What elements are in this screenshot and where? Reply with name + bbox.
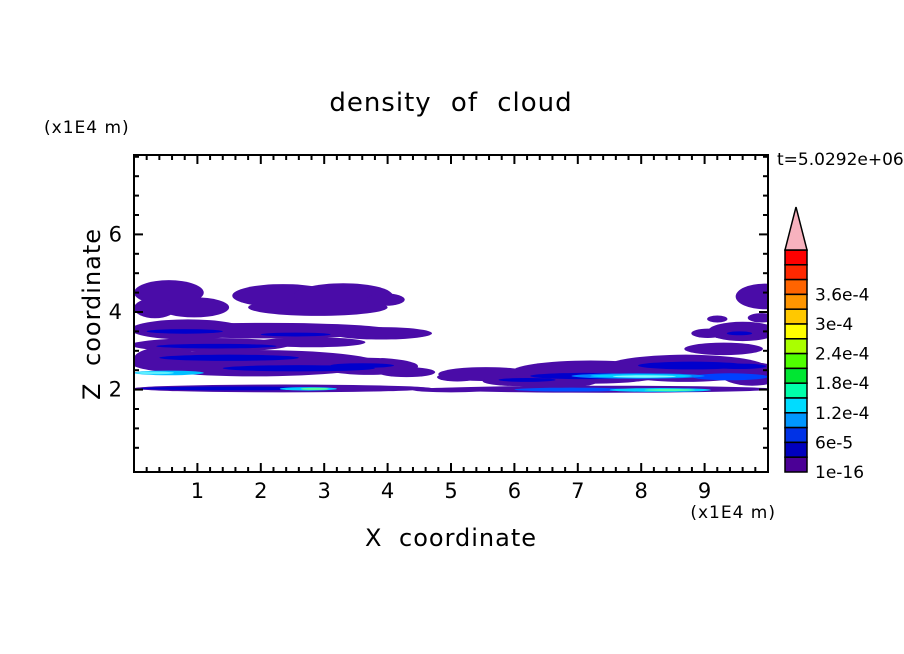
colorbar-segment (784, 308, 808, 325)
x-tick-label: 7 (571, 479, 584, 503)
colorbar: 3.6e-4 3e-4 2.4e-4 1.8e-4 1.2e-4 6e-5 1e-16 (784, 206, 869, 483)
x-tick-label: 6 (508, 479, 521, 503)
x-tick-label: 8 (635, 479, 648, 503)
cloud-contour-blob (644, 388, 696, 392)
plot-border (133, 154, 769, 473)
colorbar-segment (784, 441, 808, 458)
cloud-contour-blob (691, 328, 725, 338)
cloud-contour-blob (134, 298, 176, 319)
colorbar-segment (784, 382, 808, 399)
cloud-contour-blob (684, 342, 763, 356)
cloud-contour-blob (146, 329, 223, 334)
colorbar-tick-label: 1.8e-4 (815, 374, 869, 394)
x-tick-label: 9 (698, 479, 711, 503)
x-tick-label: 4 (381, 479, 394, 503)
colorbar-segment (784, 278, 808, 296)
cloud-contour-blob (437, 372, 478, 382)
colorbar-segment (784, 249, 808, 266)
cloud-contour-blob (248, 298, 388, 316)
z-tick-label: 4 (109, 300, 122, 324)
cloud-contour-blob (514, 387, 629, 392)
cloud-contour-blob (257, 337, 366, 348)
x-tick-label: 5 (444, 479, 457, 503)
time-annotation: t=5.0292e+06 (777, 150, 904, 170)
axes-ticks (134, 155, 768, 472)
cloud-contour-blob (135, 371, 174, 375)
colorbar-tick-label: 3e-4 (815, 315, 853, 335)
colorbar-tick-label: 1.2e-4 (815, 404, 869, 424)
x-axis-title: X coordinate (364, 524, 538, 552)
cloud-contour-blob (159, 297, 230, 318)
z-tick-label: 6 (109, 222, 122, 246)
cloud-contour-blob (260, 332, 331, 337)
cloud-field (134, 280, 768, 393)
z-axis-unit-label: (x1E4 m) (44, 118, 130, 138)
cloud-contour-blob (156, 343, 277, 349)
z-tick-labels: 2 4 6 (109, 222, 122, 401)
cloud-contour-blob (707, 315, 728, 323)
cloud-contour-blob (378, 367, 436, 378)
cloud-contour-blob (712, 363, 767, 370)
x-axis-unit-label: (x1E4 m) (690, 503, 776, 523)
cloud-contour-blob (726, 331, 753, 336)
cloud-contour-blob (330, 327, 432, 340)
colorbar-tick-label: 2.4e-4 (815, 345, 869, 365)
colorbar-segment (784, 412, 808, 429)
colorbar-segment (784, 293, 808, 310)
cloud-contour-blob (498, 377, 556, 382)
x-tick-labels: 1 2 3 4 5 6 7 8 9 (191, 479, 712, 503)
colorbar-segment (784, 397, 808, 414)
cloud-contour-blob (300, 387, 329, 390)
cloud-contour-blob (707, 321, 768, 342)
cloud-contour-blob (366, 293, 405, 306)
x-tick-label: 1 (191, 479, 204, 503)
cloud-contour-blob (159, 354, 299, 361)
colorbar-segment (784, 352, 808, 370)
colorbar-tick-label: 1e-16 (815, 463, 864, 483)
colorbar-segment (784, 426, 808, 444)
cloud-contour-blob (691, 373, 768, 381)
colorbar-tick-label: 6e-5 (815, 433, 853, 453)
colorbar-segment (784, 323, 808, 340)
colorbar-tick-label: 3.6e-4 (815, 285, 869, 305)
x-tick-label: 2 (254, 479, 267, 503)
colorbar-segment (784, 264, 808, 281)
cloud-contour-blob (330, 363, 394, 368)
cloud-contour-blob (747, 313, 768, 323)
x-tick-label: 3 (318, 479, 331, 503)
z-axis-title: Z coordinate (78, 227, 106, 401)
cloud-contour-blob (612, 375, 677, 378)
colorbar-segment (784, 456, 808, 473)
chart-title: density of cloud (329, 88, 573, 118)
colorbar-segment (784, 367, 808, 384)
colorbar-segment (784, 338, 808, 355)
cloud-contour-blob (735, 283, 768, 310)
colorbar-overflow-arrow (784, 206, 808, 251)
z-tick-label: 2 (109, 378, 122, 402)
